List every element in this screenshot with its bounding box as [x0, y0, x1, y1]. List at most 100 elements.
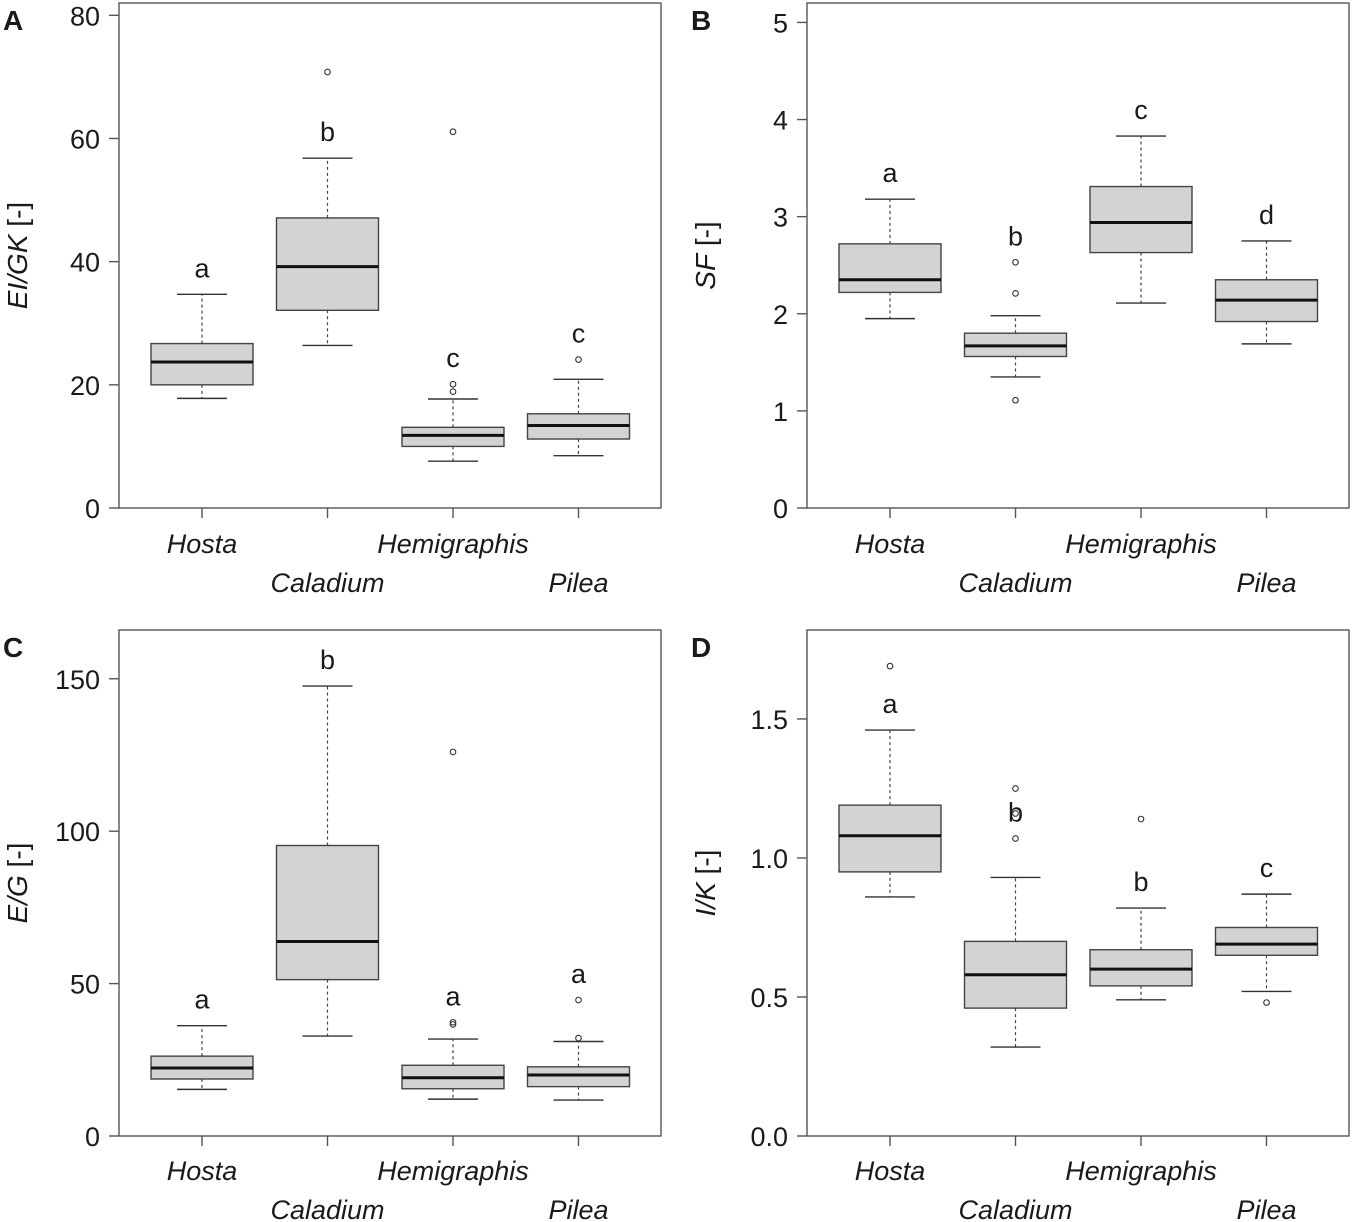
y-tick-label: 150 — [55, 665, 100, 695]
box-caladium: b — [963, 221, 1068, 404]
category-label: Hosta — [167, 529, 238, 559]
category-label: Caladium — [958, 568, 1072, 598]
y-axis-label: SF [-] — [690, 221, 721, 289]
category-label: Hosta — [167, 1156, 238, 1186]
y-tick-label: 0 — [773, 494, 788, 524]
y-axis-label-unit: [-] — [2, 843, 33, 876]
outlier-point — [449, 128, 457, 136]
category-label: Caladium — [958, 1195, 1072, 1222]
y-tick-label: 1 — [773, 397, 788, 427]
y-axis-label: E/G [-] — [2, 843, 33, 924]
y-tick-label: 100 — [55, 817, 100, 847]
iqr-box — [1089, 185, 1193, 254]
y-axis-label-unit: [-] — [2, 202, 33, 235]
y-axis-label-variable: I/K — [690, 881, 721, 917]
y-axis-label: I/K [-] — [690, 850, 721, 917]
y-tick-label: 20 — [70, 371, 100, 401]
category-label: Hemigraphis — [377, 1156, 529, 1186]
outlier-point — [449, 748, 457, 756]
box-hemigraphis: b — [1089, 815, 1193, 1001]
outlier-point — [449, 1021, 457, 1028]
iqr-box — [838, 804, 942, 873]
iqr-box — [275, 844, 380, 981]
significance-letter: c — [1260, 853, 1274, 883]
y-tick-label: 50 — [70, 970, 100, 1000]
significance-letter: a — [882, 158, 898, 188]
box-hemigraphis: a — [401, 748, 505, 1100]
y-axis-label-variable: EI/GK — [2, 233, 33, 309]
category-label: Hemigraphis — [1065, 1156, 1217, 1186]
significance-letter: a — [194, 253, 210, 283]
y-tick-label: 0 — [85, 1122, 100, 1152]
significance-letter: a — [445, 981, 461, 1011]
y-tick-label: 4 — [773, 106, 788, 136]
panel-letter: D — [691, 632, 711, 663]
category-label: Pilea — [548, 1195, 608, 1222]
significance-letter: b — [1008, 798, 1023, 828]
category-label: Pilea — [548, 568, 608, 598]
y-axis-label-variable: SF — [690, 252, 721, 290]
box-hosta: a — [150, 253, 254, 400]
y-tick-label: 40 — [70, 248, 100, 278]
y-tick-label: 1.5 — [750, 705, 788, 735]
significance-letter: b — [1133, 867, 1148, 897]
outlier-point — [575, 996, 582, 1004]
significance-letter: b — [1008, 221, 1023, 251]
box-pilea: c — [526, 319, 631, 457]
y-axis-label: EI/GK [-] — [2, 202, 33, 309]
y-axis-label-unit: [-] — [690, 221, 721, 254]
outlier-point — [449, 388, 457, 395]
y-tick-label: 5 — [773, 8, 788, 38]
significance-letter: a — [194, 985, 210, 1015]
y-tick-label: 3 — [773, 203, 788, 233]
box-pilea: d — [1214, 200, 1319, 345]
outlier-point — [1137, 815, 1145, 823]
outlier-point — [449, 1018, 457, 1026]
box-hosta: a — [838, 662, 942, 898]
category-label: Hosta — [855, 529, 926, 559]
iqr-box — [275, 217, 380, 312]
panel-letter: A — [3, 5, 23, 36]
outlier-point — [1263, 999, 1270, 1006]
outlier-point — [575, 356, 582, 363]
outlier-point — [1012, 396, 1019, 404]
box-hosta: a — [150, 985, 254, 1091]
outlier-point — [1012, 290, 1019, 297]
box-hemigraphis: c — [401, 128, 505, 462]
category-label: Hemigraphis — [1065, 529, 1217, 559]
panel-d: D 0.0 0.5 1.0 1.5 I/K [-] Hosta Caladium Hemigra… — [690, 629, 1350, 1222]
outlier-point — [886, 662, 894, 670]
y-tick-label: 60 — [70, 124, 100, 154]
plot-frame — [806, 2, 1350, 509]
box-hosta: a — [838, 158, 942, 320]
outlier-point — [575, 1034, 582, 1042]
box-pilea: a — [526, 959, 631, 1101]
iqr-box — [1214, 926, 1319, 956]
category-label: Hosta — [855, 1156, 926, 1186]
significance-letter: d — [1259, 200, 1274, 230]
category-label: Pilea — [1236, 1195, 1296, 1222]
panel-a: A 0 20 40 60 80 EI/GK [-] Hosta Caladium Hemigrap… — [2, 1, 662, 598]
significance-letter: b — [320, 117, 335, 147]
y-axis-label-unit: [-] — [690, 850, 721, 883]
plot-frame — [806, 629, 1350, 1137]
significance-letter: b — [320, 645, 335, 675]
category-label: Pilea — [1236, 568, 1296, 598]
y-tick-label: 1.0 — [750, 844, 788, 874]
iqr-box — [838, 243, 942, 294]
significance-letter: c — [446, 343, 460, 373]
box-pilea: c — [1214, 853, 1319, 1006]
y-tick-label: 0.0 — [750, 1122, 788, 1152]
significance-letter: c — [572, 319, 586, 349]
significance-letter: a — [571, 959, 587, 989]
y-tick-label: 2 — [773, 300, 788, 330]
panel-letter: B — [691, 5, 711, 36]
category-label: Caladium — [270, 1195, 384, 1222]
box-caladium: b — [275, 645, 380, 1037]
iqr-box — [150, 342, 254, 386]
iqr-box — [401, 426, 505, 448]
significance-letter: a — [882, 689, 898, 719]
y-tick-label: 0 — [85, 494, 100, 524]
y-tick-label: 80 — [70, 1, 100, 31]
y-tick-label: 0.5 — [750, 983, 788, 1013]
